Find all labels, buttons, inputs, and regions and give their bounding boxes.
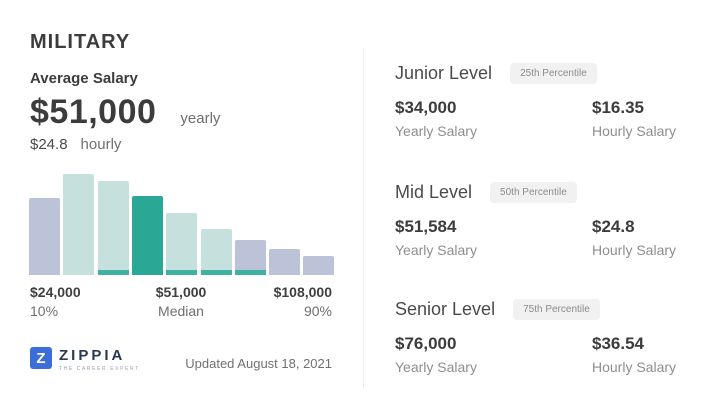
hourly-salary-unit: hourly [80, 136, 122, 153]
annotation-label: Median [158, 303, 204, 319]
yearly-label: Yearly Salary [395, 242, 477, 258]
histogram-bar [98, 181, 129, 275]
level-heading-row: Junior Level 25th Percentile [395, 62, 695, 84]
histogram-bar-base-strip [98, 270, 129, 275]
hourly-value: $24.8 [592, 217, 635, 236]
percentile-badge: 75th Percentile [513, 298, 600, 320]
hourly-label: Hourly Salary [592, 123, 677, 139]
level-values-row: $51,584 $24.8 [395, 217, 695, 237]
yearly-value: $76,000 [395, 334, 457, 353]
brand-name: ZIPPIA [59, 347, 126, 364]
zippia-logo-icon: Z [30, 347, 52, 369]
histogram-bar [132, 196, 163, 275]
level-section-senior: Senior Level 75th Percentile $76,000 $36… [395, 298, 695, 377]
hourly-value: $36.54 [592, 334, 644, 353]
histogram-bar [166, 213, 197, 275]
yearly-label: Yearly Salary [395, 359, 477, 375]
histogram-bar [235, 240, 266, 275]
histogram-bar [63, 174, 94, 275]
hourly-value: $16.35 [592, 98, 644, 117]
histogram-bar [269, 249, 300, 275]
level-heading-row: Senior Level 75th Percentile [395, 298, 695, 320]
histogram-bar [303, 256, 334, 275]
histogram-bar-base-strip [166, 270, 197, 275]
page-title: MILITARY [30, 31, 131, 53]
histogram-bar [29, 198, 60, 275]
histogram-bar [201, 229, 232, 275]
vertical-divider [363, 48, 364, 388]
level-name: Mid Level [395, 181, 473, 202]
chart-annotation-10th: $24,000 10% [30, 283, 81, 320]
annotation-label: 90% [303, 303, 332, 319]
level-name: Senior Level [395, 298, 496, 319]
percentile-badge: 25th Percentile [510, 62, 597, 84]
brand-tagline: THE CAREER EXPERT [59, 366, 140, 372]
yearly-value: $51,584 [395, 217, 457, 236]
histogram-bar-base-strip [235, 270, 266, 275]
level-heading-row: Mid Level 50th Percentile [395, 181, 695, 203]
updated-date: Updated August 18, 2021 [185, 356, 332, 371]
hourly-label: Hourly Salary [592, 359, 677, 375]
yearly-value: $34,000 [395, 98, 457, 117]
percentile-badge: 50th Percentile [490, 181, 577, 203]
hourly-label: Hourly Salary [592, 242, 677, 258]
brand-text: ZIPPIA THE CAREER EXPERT [59, 347, 140, 372]
chart-annotation-90th: $108,000 90% [274, 283, 332, 320]
yearly-salary-value: $51,000 [30, 93, 157, 131]
hourly-salary-row: $24.8 hourly [30, 136, 121, 153]
annotation-value: $24,000 [30, 284, 81, 300]
hourly-salary-value: $24.8 [30, 136, 68, 153]
annotation-value: $51,000 [155, 284, 207, 300]
zippia-brand: Z ZIPPIA THE CAREER EXPERT [30, 347, 140, 372]
level-values-row: $34,000 $16.35 [395, 98, 695, 118]
level-values-row: $76,000 $36.54 [395, 334, 695, 354]
level-name: Junior Level [395, 62, 493, 83]
average-salary-label: Average Salary [30, 70, 138, 87]
yearly-label: Yearly Salary [395, 123, 477, 139]
level-section-junior: Junior Level 25th Percentile $34,000 $16… [395, 62, 695, 141]
yearly-salary-row: $51,000 yearly [30, 93, 220, 132]
level-labels-row: Yearly Salary Hourly Salary [395, 359, 695, 377]
level-labels-row: Yearly Salary Hourly Salary [395, 123, 695, 141]
chart-annotation-median: $51,000 Median [156, 283, 207, 320]
annotation-value: $108,000 [273, 284, 332, 300]
yearly-salary-unit: yearly [180, 110, 221, 127]
annotation-label: 10% [30, 303, 59, 319]
histogram-bar-base-strip [201, 270, 232, 275]
level-labels-row: Yearly Salary Hourly Salary [395, 242, 695, 260]
level-section-mid: Mid Level 50th Percentile $51,584 $24.8 … [395, 181, 695, 260]
histogram [29, 174, 335, 275]
